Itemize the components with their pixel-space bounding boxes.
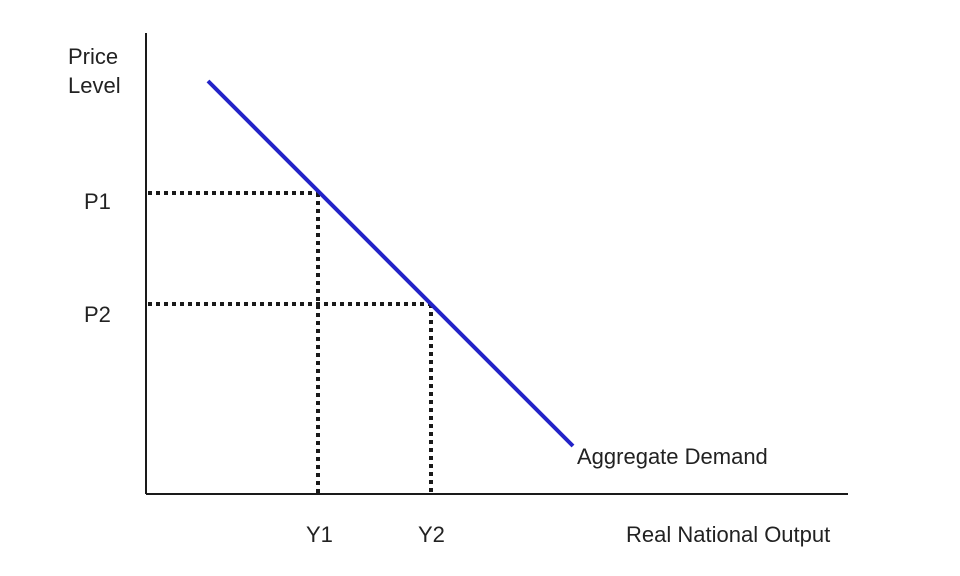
- y-axis-label-line1: Price: [68, 44, 118, 69]
- x-axis-label: Real National Output: [626, 522, 830, 547]
- p2-label: P2: [84, 302, 111, 327]
- y2-label: Y2: [418, 522, 445, 547]
- y-axis-label-line2: Level: [68, 73, 121, 98]
- aggregate-demand-curve: [206, 79, 575, 448]
- p1-label: P1: [84, 189, 111, 214]
- aggregate-demand-label: Aggregate Demand: [577, 444, 768, 469]
- y1-label: Y1: [306, 522, 333, 547]
